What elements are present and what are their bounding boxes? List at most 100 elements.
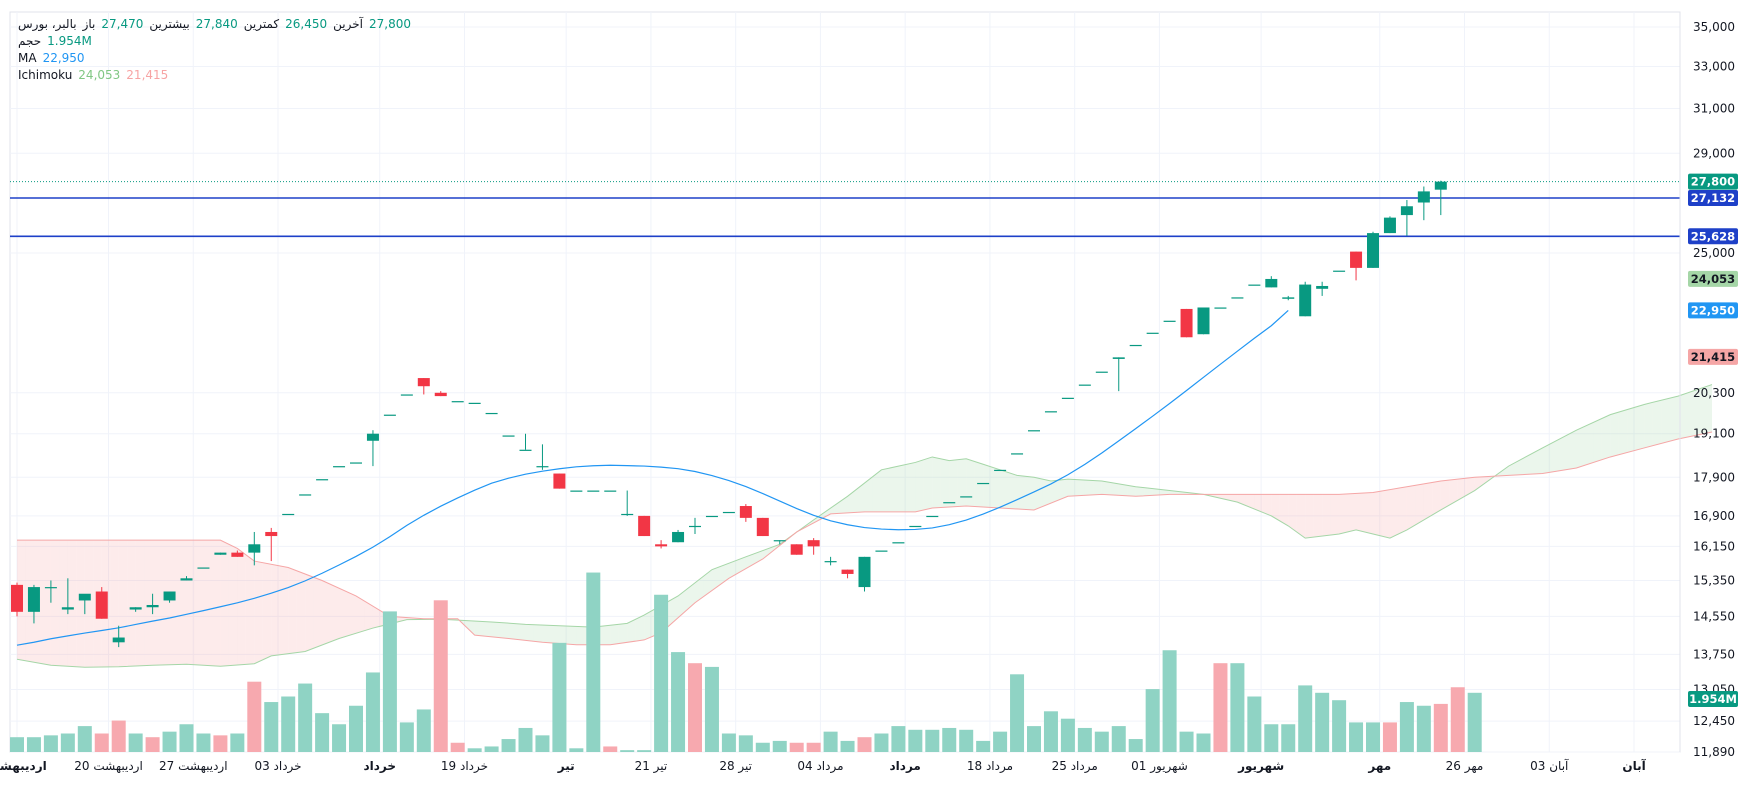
price-tick-label: 19,100 [1693, 427, 1735, 441]
candle [1316, 281, 1329, 296]
candle-body [1011, 453, 1024, 455]
cloud-segment [372, 606, 382, 629]
cloud-segment [889, 466, 899, 512]
candle-body [621, 513, 634, 516]
cloud-segment [754, 550, 763, 564]
cloud-segment [1059, 479, 1068, 500]
candle [265, 527, 278, 562]
volume-bar [1077, 727, 1092, 752]
cloud-segment [576, 626, 585, 645]
volume-bar [688, 663, 702, 752]
time-tick-label: 03 آبان [1530, 758, 1569, 773]
price-badge: 22,950 [1688, 302, 1738, 319]
cloud-segment [1330, 494, 1340, 536]
volume-bar [959, 729, 974, 752]
price-tick-label: 29,000 [1693, 146, 1735, 160]
candle-body [1095, 371, 1108, 373]
volume-bar [891, 726, 906, 752]
cloud-segment [228, 544, 238, 666]
volume-bar [349, 705, 363, 752]
cloud-segment [550, 625, 560, 644]
candle-body [1400, 206, 1413, 216]
price-badge-label: 27,132 [1691, 191, 1735, 205]
price-tick-label: 16,900 [1693, 509, 1735, 523]
cloud-segment [822, 507, 831, 519]
candle-body [1028, 430, 1040, 432]
time-tick-label: 04 مرداد [797, 759, 843, 774]
candle [451, 401, 464, 403]
volume-bar [518, 727, 533, 752]
volume-bar [1179, 731, 1194, 752]
volume-bar [26, 737, 41, 752]
moving-average [16, 309, 1289, 646]
candle [722, 511, 735, 514]
volume-bar [1213, 663, 1228, 752]
cloud-segment [618, 623, 628, 644]
cloud-segment [1534, 447, 1543, 475]
cloud-segment [135, 540, 145, 666]
candle [468, 402, 481, 404]
candle [61, 578, 74, 615]
legend-volume-row[interactable]: حجم 1.954M [18, 33, 411, 50]
candle-body [502, 435, 515, 437]
candle [231, 550, 244, 557]
candle [824, 556, 837, 566]
time-tick-label: شهریور [1237, 759, 1284, 774]
cloud-segment [966, 458, 975, 507]
candle [1333, 270, 1346, 272]
time-tick-label: 20 اردیبهشت [74, 759, 143, 774]
cloud-segment [1245, 494, 1255, 509]
legend-ma-row[interactable]: MA 22,950 [18, 50, 411, 67]
candle [1434, 180, 1447, 216]
candle [892, 542, 905, 544]
cloud-segment [559, 625, 568, 645]
volume-bar [501, 739, 516, 752]
cloud-segment [1313, 494, 1323, 538]
candle-body [1129, 344, 1142, 347]
volume-bar [1128, 739, 1143, 752]
time-tick-label: 27 اردیبهشت [159, 759, 228, 774]
candle [366, 430, 379, 467]
candle-body [1333, 270, 1346, 272]
cloud-segment [864, 476, 873, 512]
cloud-segment [211, 540, 221, 667]
legend-ichimoku-row[interactable]: Ichimoku 24,053 21,415 [18, 67, 411, 84]
volume-bar [1145, 689, 1160, 752]
volume-bar [433, 600, 448, 752]
volume-bar [145, 737, 160, 752]
candle-body [468, 402, 481, 404]
time-tick-label: 26 مهر [1446, 759, 1484, 774]
candle-body [366, 433, 379, 441]
cloud-segment [1271, 494, 1280, 521]
candle [858, 556, 871, 592]
volume-bar [128, 733, 143, 752]
price-badge-bg [1688, 302, 1738, 319]
cloud-segment [76, 540, 85, 668]
price-tick-label: 15,350 [1693, 573, 1735, 587]
time-tick-label: 25 مرداد [1052, 759, 1098, 774]
cloud-segment [508, 623, 518, 640]
candle-body [180, 578, 193, 581]
candle-body [604, 490, 617, 492]
cloud-segment [161, 540, 170, 665]
candle-body [1214, 307, 1227, 309]
price-badges: 27,800 27,132 25,628 24,053 22,950 21,415 1.95… [1688, 173, 1738, 707]
candle [95, 587, 108, 619]
cloud-segment [1618, 409, 1628, 455]
cloud-segment [1457, 478, 1467, 501]
volume-bar [196, 733, 211, 752]
cloud-segment [898, 464, 907, 512]
legend-high-label: بیشترین [149, 17, 190, 31]
cloud-segment [830, 502, 840, 514]
cloud-segment [906, 462, 916, 512]
time-tick-label: آبان [1622, 758, 1646, 773]
cloud-segment [339, 588, 348, 639]
volume-bar [1281, 724, 1296, 752]
candle-body [1248, 284, 1261, 286]
volume-bar [942, 727, 957, 752]
volume-bar [1349, 722, 1364, 752]
cloud-segment [1118, 483, 1128, 496]
legend-ma-value: 22,950 [42, 51, 85, 65]
